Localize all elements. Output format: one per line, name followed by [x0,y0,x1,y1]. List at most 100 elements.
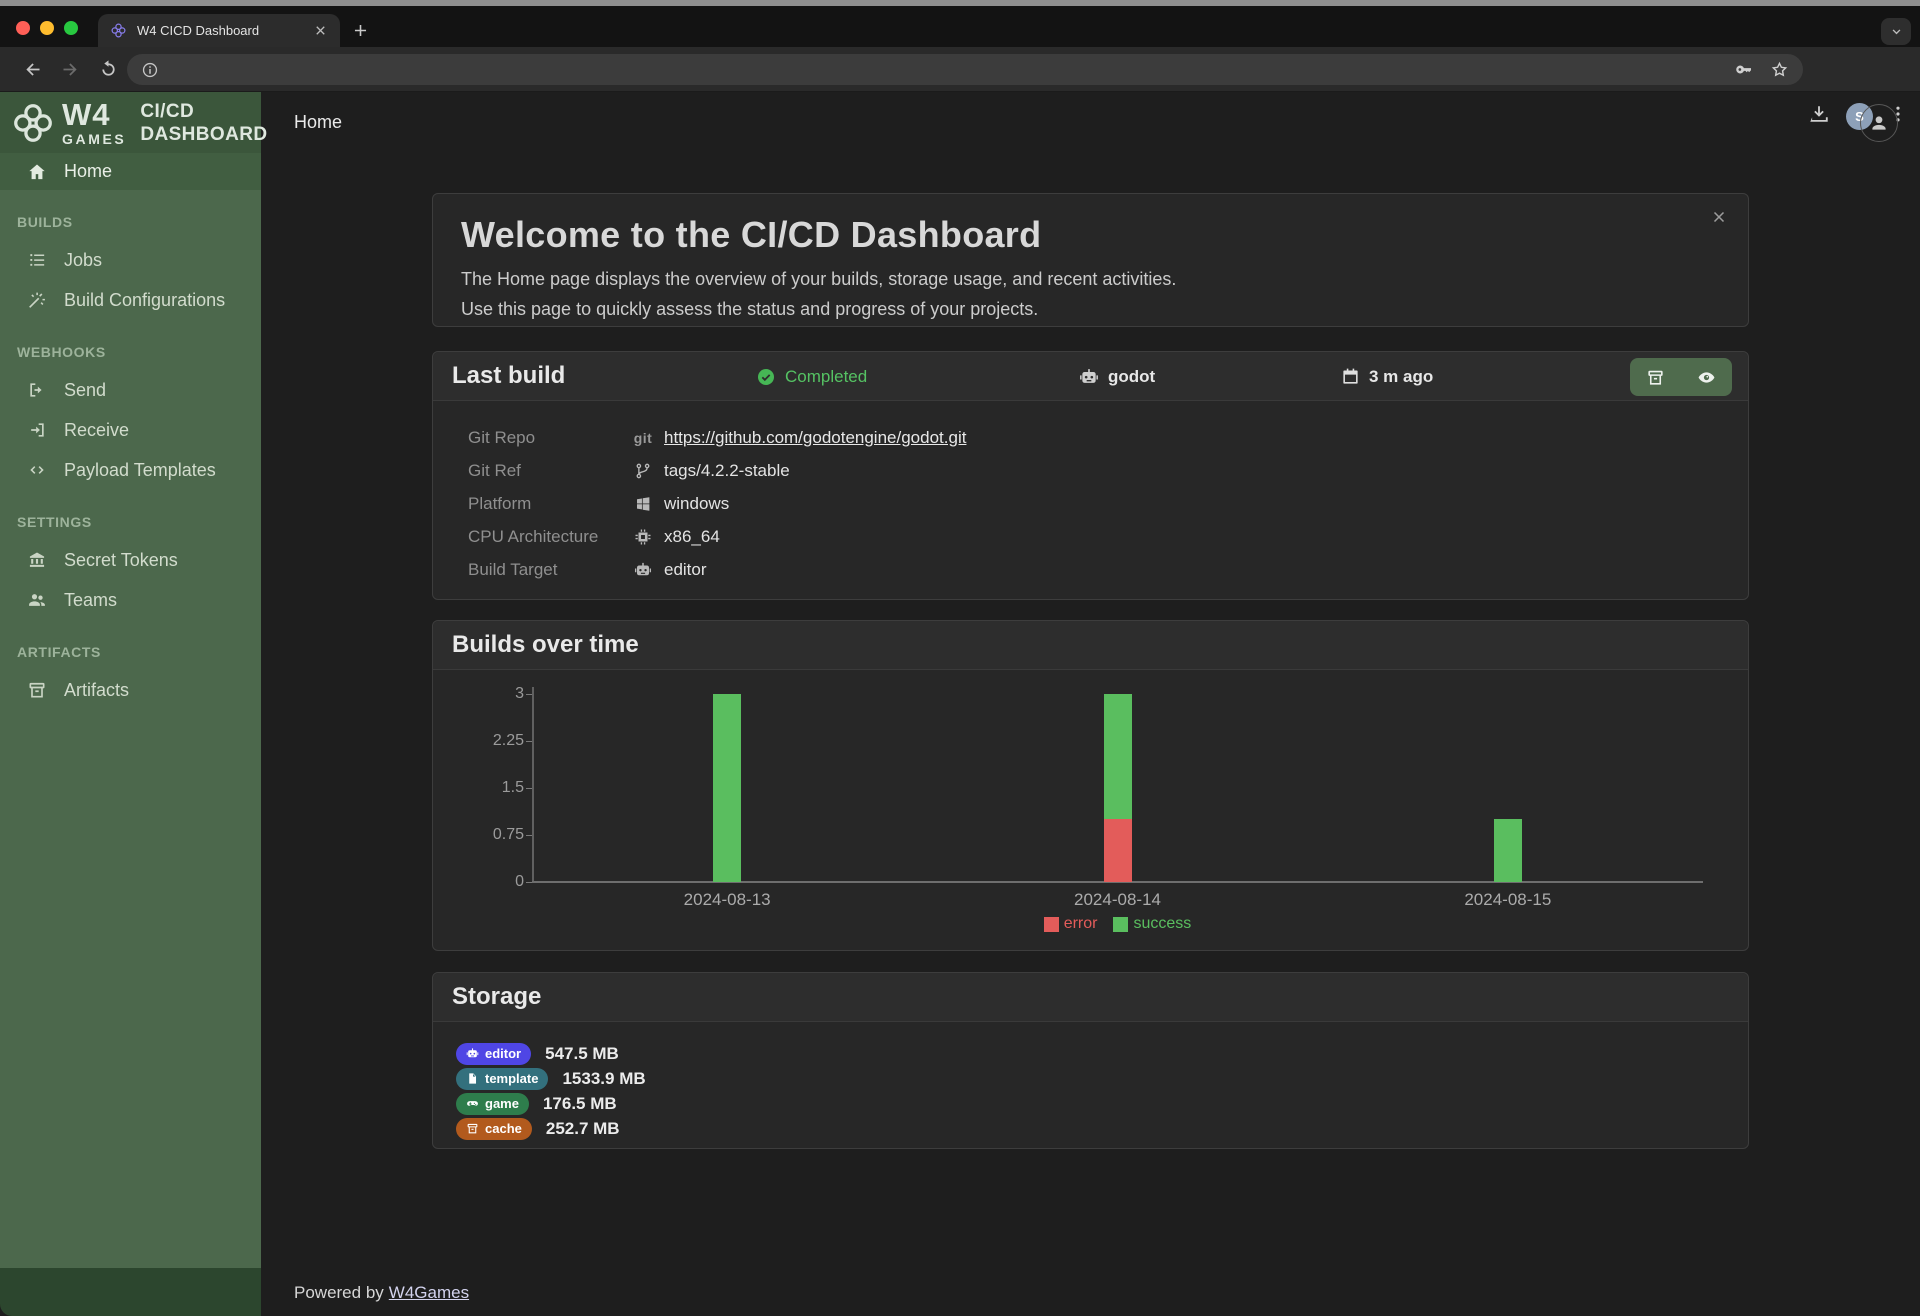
y-tick-mark [526,740,532,742]
close-window-button[interactable] [16,21,30,35]
sidebar-item-label: Build Configurations [64,289,226,310]
sidebar-item-secret-tokens[interactable]: Secret Tokens [0,540,261,580]
downloads-button[interactable] [1808,103,1830,125]
chart-card-header: Builds over time [433,621,1748,670]
build-detail-value: windows [664,493,730,513]
storage-badge-game: game [456,1092,529,1115]
chart-title: Builds over time [452,631,639,658]
w4games-link[interactable]: W4Games [388,1283,470,1302]
storage-title: Storage [452,983,542,1010]
check-circle-icon [756,367,776,387]
list-icon [27,250,47,270]
zoom-window-button[interactable] [64,21,78,35]
build-project: godot [1079,352,1155,401]
sidebar-item-label: Secret Tokens [64,549,178,570]
tab-close-icon[interactable] [313,23,328,38]
sidebar-item-receive[interactable]: Receive [0,410,261,450]
sidebar-item-send[interactable]: Send [0,370,261,410]
gamepad-icon [466,1097,479,1110]
storage-value: 176.5 MB [542,1093,617,1113]
y-tick-mark [526,787,532,789]
window-top-edge [0,0,1920,6]
git-icon: git [634,429,664,447]
reload-button[interactable] [98,59,119,80]
browser-toolbar: S [0,47,1920,130]
sidebar-item-home[interactable]: Home [0,153,261,190]
git-repo-link[interactable]: https://github.com/godotengine/godot.git [664,427,967,447]
cpu-icon [634,528,652,546]
sidebar-nav: Home BUILDS Jobs Build Configurations WEBHO… [0,153,261,710]
build-status-text: Completed [785,366,868,386]
build-detail-label: Git Repo [468,427,536,447]
storage-list: editor 547.5 MB template 1533.9 MB game 176.5… [433,1022,1748,1141]
bookmark-star-icon[interactable] [1770,60,1789,79]
chart-bar-2024-08-13 [713,694,742,882]
calendar-icon [1341,367,1360,386]
view-build-button[interactable] [1681,358,1732,396]
user-avatar-button[interactable] [1860,103,1898,142]
address-bar[interactable] [127,54,1803,85]
sidebar-item-teams[interactable]: Teams [0,580,261,620]
y-tick-label: 3 [515,685,524,702]
sidebar-item-build-configurations[interactable]: Build Configurations [0,280,261,320]
product-line2: DASHBOARD [140,123,268,145]
builds-chart: 0 0.75 1.5 2.25 3 2024-08-13 2024-08-14 2024-08… [433,670,1748,951]
storage-badge-template: template [456,1067,549,1090]
back-button[interactable] [22,59,43,80]
last-build-title: Last build [452,362,566,389]
tab-favicon [110,22,127,39]
sidebar-item-jobs[interactable]: Jobs [0,240,261,280]
archive-icon [1646,368,1665,387]
build-detail-label: Build Target [468,559,558,579]
build-detail-label: CPU Architecture [468,526,599,546]
legend-swatch [1043,916,1059,932]
x-tick-label: 2024-08-15 [1464,890,1552,909]
build-detail-row: Platform windows [433,487,1748,520]
build-detail-value: editor [664,559,707,579]
browser-tab[interactable]: W4 CICD Dashboard [98,14,340,47]
last-build-header: Last build Completed godot 3 m ago [433,352,1748,401]
tab-search-button[interactable] [1881,18,1911,45]
storage-row-cache: cache 252.7 MB [456,1116,1748,1141]
bar-segment-success [713,694,742,882]
storage-badge-editor: editor [456,1042,532,1065]
file-icon [466,1072,479,1085]
storage-badge-label: cache [485,1121,522,1136]
build-details: Git Repo git https://github.com/godotengin… [433,401,1748,601]
home-icon [27,162,47,182]
teams-icon [27,590,47,610]
eye-icon [1697,368,1716,387]
welcome-line-1: The Home page displays the overview of y… [461,269,1177,289]
welcome-close-icon[interactable] [1710,208,1728,226]
password-manager-icon[interactable] [1734,60,1753,79]
breadcrumb[interactable]: Home [294,112,343,132]
robot-icon [634,561,664,579]
build-detail-label: Platform [468,493,532,513]
sidebar-item-label: Receive [64,419,130,440]
y-tick-mark [526,693,532,695]
build-detail-label: Git Ref [468,460,521,480]
legend-label: success [1133,915,1192,932]
archive-build-button[interactable] [1630,358,1681,396]
w4-clover-icon [10,100,56,146]
window-controls [16,21,78,35]
forward-button[interactable] [60,59,81,80]
storage-row-editor: editor 547.5 MB [456,1041,1748,1066]
storage-value: 1533.9 MB [562,1068,646,1088]
minimize-window-button[interactable] [40,21,54,35]
legend-item-success[interactable]: success [1113,915,1191,933]
sidebar-item-artifacts[interactable]: Artifacts [0,670,261,710]
sidebar-item-payload-templates[interactable]: Payload Templates [0,450,261,490]
chart-legend: error success [532,915,1703,933]
new-tab-button[interactable] [351,21,370,40]
y-tick-label: 0.75 [492,826,524,843]
y-tick-label: 0 [515,873,524,890]
site-info-icon[interactable] [141,61,159,79]
powered-by-text: Powered by [294,1283,384,1302]
build-time-text: 3 m ago [1369,366,1434,386]
legend-item-error[interactable]: error [1043,915,1097,933]
sidebar-item-label: Send [64,379,107,400]
chart-bar-2024-08-15 [1493,819,1522,882]
sidebar-footer-block [0,1268,261,1316]
sidebar-section-label: BUILDS [17,214,73,230]
